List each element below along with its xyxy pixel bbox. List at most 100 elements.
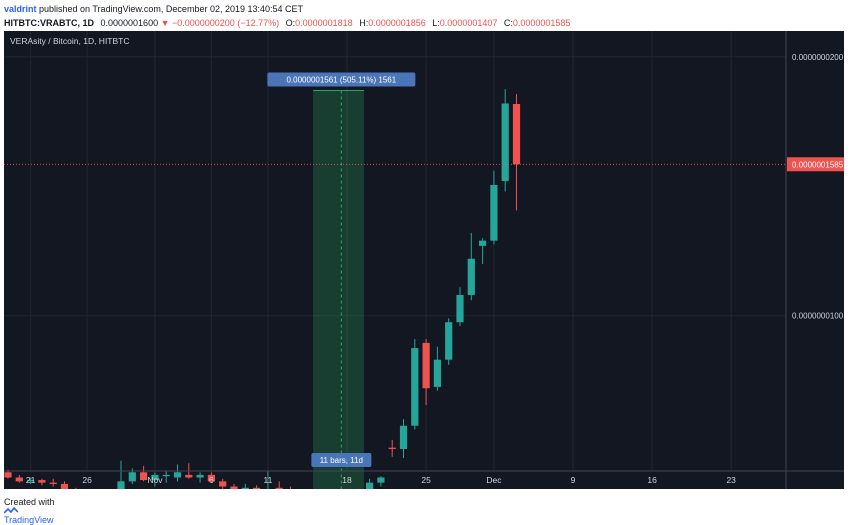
grid-lines xyxy=(4,31,786,471)
candle-body xyxy=(128,472,136,482)
candle-body xyxy=(162,474,170,477)
candle-body xyxy=(185,474,193,478)
high-value: 0.0000001856 xyxy=(368,18,426,28)
measure-label-box xyxy=(267,72,416,87)
candle xyxy=(467,232,475,301)
candle xyxy=(140,465,148,482)
time-tick-label: 9 xyxy=(571,475,576,485)
candle-body xyxy=(456,295,464,323)
close-label: C: xyxy=(503,18,513,28)
last-price-value: 0.0000001600 xyxy=(100,18,159,28)
candle-body xyxy=(445,322,453,360)
symbol-label: HITBTC:VRABTC, 1D xyxy=(4,18,94,28)
candle xyxy=(388,439,396,457)
candle xyxy=(27,477,35,484)
candle-body xyxy=(60,483,69,489)
candle xyxy=(411,339,419,430)
candle xyxy=(38,478,46,486)
candle xyxy=(230,483,238,489)
candle-body xyxy=(219,481,227,487)
measure-tool: 0.0000001561 (505.11%) 1561 11 bars, 11d xyxy=(267,72,416,489)
candle-body xyxy=(388,447,396,449)
footer-prefix: Created with xyxy=(4,497,55,507)
candle-body xyxy=(253,487,261,489)
candle xyxy=(15,474,23,483)
candle xyxy=(433,346,441,391)
price-tick-label: 0.0000000100 xyxy=(792,312,844,321)
candle xyxy=(75,487,77,489)
author-link[interactable]: valdrint xyxy=(4,4,37,14)
candle xyxy=(162,471,170,483)
candle-body xyxy=(433,359,441,387)
candle xyxy=(275,481,283,489)
candle xyxy=(60,481,69,489)
ohlc-line: HITBTC:VRABTC, 1D 0.0000001600 ▼ −0.0000… xyxy=(4,16,844,30)
candle-body xyxy=(151,474,159,481)
candle-body xyxy=(117,481,125,489)
last-price-line: 0.0000001585 xyxy=(4,157,844,172)
candle xyxy=(512,94,521,211)
candle xyxy=(151,472,159,487)
candle-body xyxy=(366,482,374,489)
candle xyxy=(399,419,408,459)
last-price-label-bg xyxy=(787,157,844,172)
low-value: 0.0000001407 xyxy=(439,18,498,28)
price-axis[interactable]: 0.00000020000.00000019000.00000018000.00… xyxy=(785,31,844,489)
candle xyxy=(117,460,125,489)
candle-body xyxy=(479,240,487,246)
candle-body xyxy=(230,486,238,489)
candle-body xyxy=(173,472,182,478)
time-tick-label: 6 xyxy=(209,475,214,485)
candle xyxy=(253,485,261,489)
candle xyxy=(501,89,509,192)
candle xyxy=(196,472,204,483)
candle xyxy=(490,170,498,245)
candle-body xyxy=(38,480,46,483)
price-change: ▼ −0.0000000200 (−12.77%) xyxy=(160,18,280,28)
time-tick-label: Nov xyxy=(147,475,163,485)
candle-body xyxy=(27,480,35,482)
time-tick-label: 18 xyxy=(342,475,352,485)
time-tick-label: 11 xyxy=(263,475,272,485)
low-label: L: xyxy=(432,18,440,28)
open-value: 0.0000001818 xyxy=(295,18,353,28)
candle-body xyxy=(467,258,475,295)
candle xyxy=(219,478,227,489)
candle-body xyxy=(512,103,521,165)
time-tick-label: 16 xyxy=(647,475,657,485)
time-tick-label: 26 xyxy=(82,475,92,485)
candle-body xyxy=(422,342,430,389)
candle-body xyxy=(207,474,215,482)
candle xyxy=(173,464,182,482)
candle xyxy=(207,472,215,483)
time-axis[interactable]: 21 26 Nov 6 11 18 25 Dec 9 16 23 xyxy=(4,470,844,485)
candles xyxy=(4,89,521,489)
candle xyxy=(479,238,487,264)
chart-area[interactable]: 0.0000001561 (505.11%) 1561 11 bars, 11d … xyxy=(4,31,844,489)
last-price-label: 0.0000001585 xyxy=(792,160,844,169)
measure-range-box xyxy=(313,90,364,489)
measure-range-label: 11 bars, 11d xyxy=(320,456,363,465)
time-tick-label: 25 xyxy=(421,475,431,485)
footer: Created with TradingView xyxy=(4,497,55,525)
candle xyxy=(241,483,249,489)
candle-body xyxy=(275,487,283,489)
open-label: O: xyxy=(285,18,296,28)
publish-line: valdrint published on TradingView.com, D… xyxy=(4,2,844,16)
measure-label: 0.0000001561 (505.11%) 1561 xyxy=(286,76,396,85)
candle xyxy=(366,478,374,489)
candle-body xyxy=(4,472,12,478)
candle xyxy=(377,476,385,487)
chart-header: valdrint published on TradingView.com, D… xyxy=(4,2,844,30)
candle-body xyxy=(196,474,204,478)
candle-body xyxy=(241,487,249,489)
candle-body xyxy=(501,103,509,182)
candle-body xyxy=(140,472,148,481)
candle xyxy=(456,287,464,327)
chart-title: VERAsity / Bitcoin, 1D, HITBTC xyxy=(10,36,130,46)
candle-body xyxy=(15,477,23,482)
candle-body xyxy=(377,477,385,483)
candle xyxy=(445,318,453,365)
tradingview-logo-icon xyxy=(4,507,55,515)
